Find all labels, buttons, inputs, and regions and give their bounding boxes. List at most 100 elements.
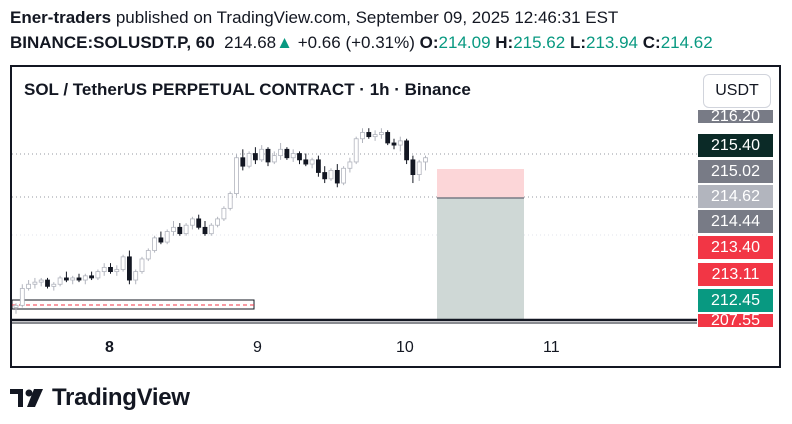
candle — [127, 256, 132, 281]
candles — [13, 128, 428, 314]
low-label: L: — [569, 33, 586, 52]
candle — [265, 148, 271, 163]
candle — [171, 226, 176, 232]
price-label: 214.44 — [698, 210, 773, 233]
candle — [278, 148, 284, 157]
price-label: 215.02 — [698, 160, 773, 183]
candle — [101, 266, 107, 273]
price-label: 216.20 — [698, 110, 773, 123]
candle — [183, 224, 189, 235]
candle — [120, 256, 126, 270]
tradingview-logo-icon — [10, 389, 43, 407]
candle — [410, 159, 416, 176]
candle — [227, 193, 233, 209]
high-value: 215.62 — [513, 33, 566, 52]
candle — [32, 281, 38, 285]
change: +0.66 (+0.31%) — [297, 33, 415, 52]
published-text: published on TradingView.com, September … — [115, 8, 619, 27]
candle — [385, 132, 391, 144]
candle — [290, 153, 296, 159]
price-label: 212.45 — [698, 289, 773, 312]
candle — [57, 277, 63, 285]
candle — [164, 231, 170, 243]
open-label: O: — [419, 33, 439, 52]
candle — [215, 218, 221, 226]
last-price: 214.68 — [224, 33, 277, 52]
candle — [70, 277, 76, 281]
candle — [45, 279, 50, 287]
tradingview-wordmark: TradingView — [52, 384, 190, 411]
candle — [328, 169, 334, 180]
candle — [240, 157, 246, 167]
candle — [95, 271, 101, 279]
author[interactable]: Ener-traders — [10, 8, 112, 27]
candle — [246, 153, 252, 167]
chart-title: SOL / TetherUS PERPETUAL CONTRACT · 1h ·… — [24, 80, 471, 99]
low-value: 213.94 — [586, 33, 638, 52]
candle — [177, 226, 183, 235]
symbol: BINANCE:SOLUSDT.P, 60 — [10, 33, 215, 52]
candle — [397, 140, 403, 146]
candle — [158, 237, 164, 243]
candle — [353, 138, 359, 163]
candle — [133, 271, 139, 281]
x-label-8: 8 — [105, 339, 114, 356]
close-value: 214.62 — [660, 33, 713, 52]
candle — [378, 132, 384, 135]
candle — [221, 207, 227, 220]
candle — [202, 226, 208, 235]
candle — [309, 159, 315, 165]
x-label-9: 9 — [253, 339, 262, 356]
candle — [284, 148, 290, 159]
candle — [360, 132, 365, 140]
price-label: 214.62 — [698, 185, 773, 208]
price-label: 213.11 — [698, 263, 773, 286]
candle — [416, 161, 422, 176]
candle — [152, 237, 158, 251]
candle — [334, 169, 340, 184]
candle — [82, 275, 88, 281]
candle — [391, 142, 397, 146]
candle — [19, 288, 25, 306]
candle — [322, 172, 328, 180]
x-label-11: 11 — [543, 339, 560, 356]
close-label: C: — [642, 33, 661, 52]
stop-loss-zone[interactable] — [437, 169, 524, 198]
candle — [271, 155, 277, 163]
candle — [145, 250, 151, 260]
candle — [76, 277, 82, 281]
take-profit-zone[interactable] — [437, 198, 524, 321]
candle — [372, 134, 378, 138]
x-label-10: 10 — [396, 339, 414, 356]
candle — [38, 279, 44, 283]
candle — [252, 153, 258, 161]
candle — [259, 148, 265, 161]
candle — [297, 153, 302, 161]
currency-button[interactable]: USDT — [703, 74, 771, 108]
candle — [423, 157, 428, 163]
candle — [189, 218, 195, 226]
candle — [315, 159, 321, 173]
candle — [108, 266, 113, 273]
candle — [341, 167, 347, 184]
tradingview-logo[interactable]: TradingView — [10, 384, 190, 412]
candle — [51, 283, 57, 287]
publish-line: Ener-traders published on TradingView.co… — [10, 8, 618, 28]
candle — [196, 218, 202, 228]
candle — [89, 275, 94, 279]
candle — [26, 283, 32, 289]
price-label: 213.40 — [698, 236, 773, 259]
candle — [13, 304, 19, 308]
ohlc-line: BINANCE:SOLUSDT.P, 60 214.68▲ +0.66 (+0.… — [10, 33, 713, 53]
candle — [404, 140, 410, 161]
candle — [234, 157, 239, 194]
open-value: 214.09 — [438, 33, 491, 52]
high-label: H: — [495, 33, 514, 52]
candle — [347, 161, 353, 169]
candle — [303, 159, 309, 165]
candle — [139, 258, 145, 273]
candle — [114, 269, 120, 273]
candle — [64, 277, 69, 281]
chart-frame[interactable] — [10, 65, 781, 368]
